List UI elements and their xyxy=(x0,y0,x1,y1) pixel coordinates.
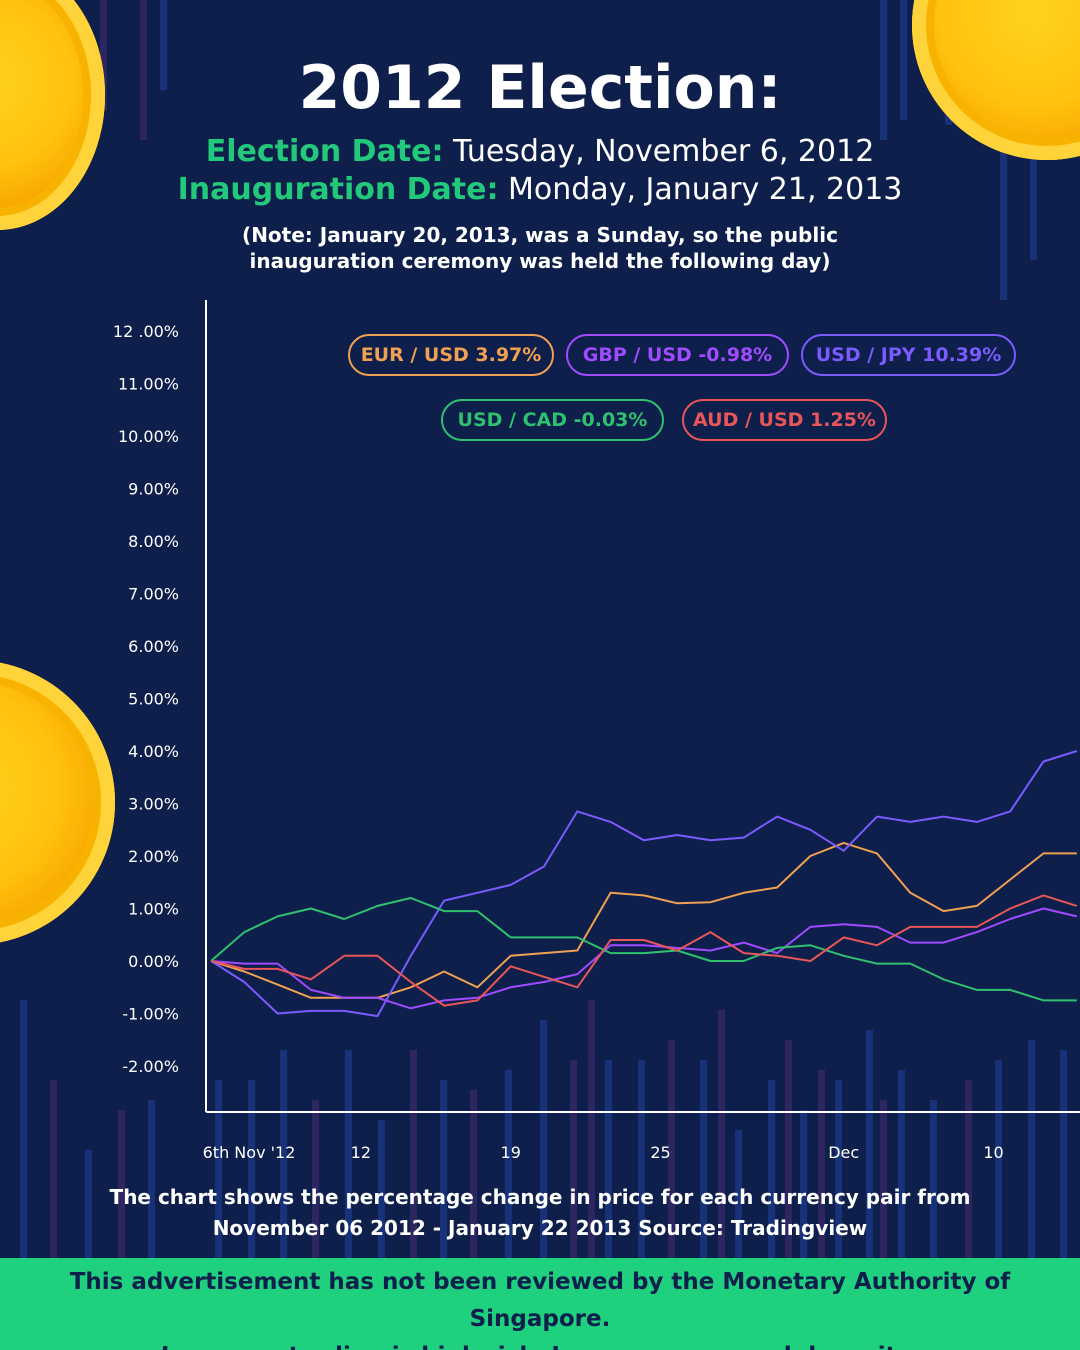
election-date-value: Tuesday, November 6, 2012 xyxy=(453,134,875,169)
background-bar xyxy=(930,1100,937,1350)
election-date-label: Election Date: xyxy=(205,134,444,169)
disclaimer-line-2: Leverage trading is high risk. Losses ca… xyxy=(0,1338,1080,1350)
background-bar xyxy=(880,0,887,140)
disclaimer-footer: This advertisement has not been reviewed… xyxy=(0,1258,1080,1350)
legend-aud-usd: AUD / USD 1.25% xyxy=(682,399,887,441)
background-bar xyxy=(638,1060,645,1350)
background-bar xyxy=(866,1030,873,1300)
background-bar xyxy=(605,1060,612,1350)
y-tick-label: 0.00% xyxy=(128,952,179,971)
y-tick-label: 3.00% xyxy=(128,795,179,814)
background-bar xyxy=(995,1060,1002,1350)
series-line-audusd xyxy=(210,894,1078,1007)
background-bar xyxy=(1060,1050,1067,1320)
y-tick-label: 5.00% xyxy=(128,690,179,709)
x-tick-label: 6th Nov '12 xyxy=(203,1143,296,1162)
background-bar xyxy=(818,1070,825,1320)
background-bar xyxy=(100,0,107,110)
background-bar xyxy=(718,1010,725,1330)
y-tick-label: 9.00% xyxy=(128,480,179,499)
background-bar xyxy=(280,1050,287,1350)
background-bar xyxy=(85,1150,92,1350)
y-tick-label: 10.00% xyxy=(118,427,179,446)
inauguration-date-value: Monday, January 21, 2013 xyxy=(508,172,903,207)
election-date-line: Election Date: Tuesday, November 6, 2012 xyxy=(0,133,1080,171)
background-bar xyxy=(410,1050,417,1300)
legend-eur-usd: EUR / USD 3.97% xyxy=(348,334,554,376)
background-bar xyxy=(20,1000,27,1350)
page-title: 2012 Election: xyxy=(298,53,782,123)
background-bar xyxy=(540,1020,547,1330)
y-tick-label: 2.00% xyxy=(128,847,179,866)
note-line-1: (Note: January 20, 2013, was a Sunday, s… xyxy=(242,223,838,247)
x-tick-label: 25 xyxy=(650,1143,670,1162)
series-line-usdcad xyxy=(210,897,1077,1002)
legend-usd-jpy: USD / JPY 10.39% xyxy=(801,334,1016,376)
chart-caption: The chart shows the percentage change in… xyxy=(0,1182,1080,1244)
background-bar xyxy=(965,1080,972,1300)
background-bar xyxy=(505,1070,512,1350)
y-tick-label: -2.00% xyxy=(122,1057,179,1076)
series-line-usdjpy xyxy=(210,750,1078,1018)
background-bar xyxy=(140,0,147,140)
background-bar xyxy=(570,1060,577,1350)
disclaimer-line-1: This advertisement has not been reviewed… xyxy=(69,1269,1011,1332)
legend-usd-cad: USD / CAD -0.03% xyxy=(441,399,664,441)
background-bar xyxy=(118,1110,125,1320)
background-bar xyxy=(785,1040,792,1350)
background-bar xyxy=(735,1130,742,1350)
background-bar xyxy=(1028,1040,1035,1350)
inauguration-date-label: Inauguration Date: xyxy=(177,172,499,207)
background-bar xyxy=(215,1080,222,1350)
background-bar xyxy=(900,0,907,120)
background-bar xyxy=(378,1120,385,1350)
y-tick-label: 11.00% xyxy=(118,375,179,394)
caption-line-2: November 06 2012 - January 22 2013 Sourc… xyxy=(212,1216,868,1240)
background-bar xyxy=(160,0,167,90)
caption-line-1: The chart shows the percentage change in… xyxy=(109,1185,971,1209)
background-bar xyxy=(880,1100,887,1350)
background-bar xyxy=(345,1050,352,1300)
series-line-gbpusd xyxy=(210,907,1078,1010)
x-tick-label: Dec xyxy=(828,1143,859,1162)
background-bar xyxy=(898,1070,905,1350)
background-bar xyxy=(148,1100,155,1350)
y-tick-label: 12 .00% xyxy=(113,322,179,341)
background-bar xyxy=(835,1080,842,1350)
inauguration-note: (Note: January 20, 2013, was a Sunday, s… xyxy=(0,222,1080,274)
background-bar xyxy=(668,1040,675,1300)
x-tick-label: 12 xyxy=(351,1143,371,1162)
y-tick-label: 7.00% xyxy=(128,585,179,604)
background-bar xyxy=(470,1090,477,1350)
y-tick-label: 4.00% xyxy=(128,742,179,761)
background-bar xyxy=(440,1080,447,1350)
background-bar xyxy=(800,1110,807,1350)
background-bar xyxy=(588,1000,595,1300)
background-bar xyxy=(312,1100,319,1350)
note-line-2: inauguration ceremony was held the follo… xyxy=(249,249,831,273)
background-bar xyxy=(768,1080,775,1300)
series-line-eurusd xyxy=(210,841,1077,999)
inauguration-date-line: Inauguration Date: Monday, January 21, 2… xyxy=(0,171,1080,209)
background-bar xyxy=(248,1080,255,1280)
x-tick-label: 10 xyxy=(983,1143,1003,1162)
x-tick-label: 19 xyxy=(501,1143,521,1162)
y-tick-label: 1.00% xyxy=(128,900,179,919)
y-tick-label: 8.00% xyxy=(128,532,179,551)
y-tick-label: 6.00% xyxy=(128,637,179,656)
legend-gbp-usd: GBP / USD -0.98% xyxy=(566,334,789,376)
background-bar xyxy=(700,1060,707,1350)
background-bar xyxy=(50,1080,57,1300)
y-tick-label: -1.00% xyxy=(122,1005,179,1024)
